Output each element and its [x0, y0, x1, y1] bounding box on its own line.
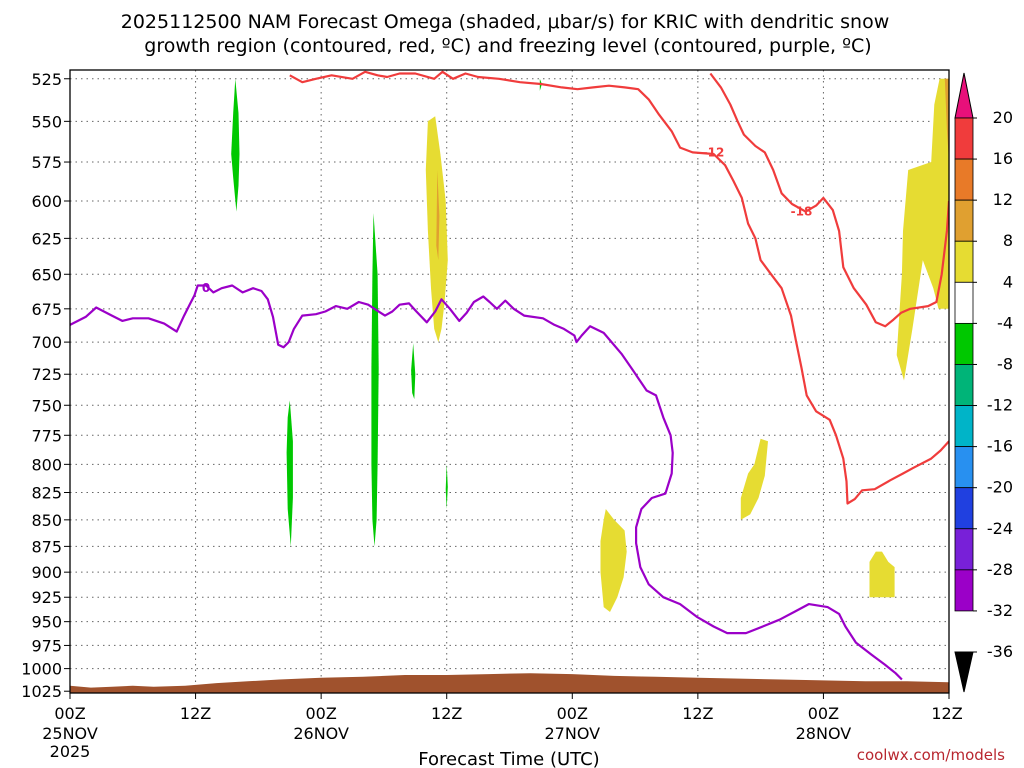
colorbar-arrow-top: [954, 72, 974, 119]
colorbar-label: -12: [987, 396, 1013, 415]
x-tick-label: 00Z: [808, 704, 839, 723]
omega-descent-region: [286, 400, 293, 547]
colorbar-bin: [954, 117, 974, 160]
omega-descent-region: [371, 213, 379, 547]
x-tick-label: 12Z: [180, 704, 211, 723]
y-tick-label: 650: [31, 265, 62, 284]
colorbar-bin: [954, 487, 974, 530]
colorbar-label: -16: [987, 437, 1013, 456]
x-tick-label: 00Z: [557, 704, 588, 723]
y-tick-label: 900: [31, 563, 62, 582]
y-tick-label: 775: [31, 426, 62, 445]
colorbar-bin: [954, 322, 974, 365]
omega-descent-region: [445, 464, 448, 509]
y-tick-label: 675: [31, 300, 62, 319]
colorbar-label: 16: [993, 149, 1013, 168]
freezing-level-contour: [70, 284, 903, 681]
colorbar-bin: [954, 405, 974, 448]
terrain-surface: [70, 673, 949, 693]
colorbar-bin: [954, 528, 974, 571]
x-tick-label: 2025: [50, 742, 91, 761]
snow-growth-contour: [709, 72, 949, 328]
x-tick-label: 26NOV: [293, 724, 349, 743]
colorbar-label: 8: [1003, 231, 1013, 250]
x-tick-label: 12Z: [682, 704, 713, 723]
colorbar-label: -8: [997, 354, 1013, 373]
contour-label: -18: [791, 205, 813, 219]
omega-descent-region: [231, 78, 240, 212]
contour-label: 0: [202, 281, 210, 295]
colorbar-bin: [954, 569, 974, 612]
omega-ascent-region: [944, 78, 949, 162]
omega-ascent-region: [600, 509, 627, 612]
contour-labels: -12 -18 0: [202, 145, 812, 295]
colorbar-label: -28: [987, 560, 1013, 579]
colorbar-label: 20: [993, 108, 1013, 127]
colorbar-bin: [954, 199, 974, 242]
omega-ascent-region: [740, 438, 768, 520]
colorbar-bin: [954, 446, 974, 489]
omega-shading: [231, 78, 949, 612]
colorbar-bin: [954, 158, 974, 201]
y-tick-label: 700: [31, 333, 62, 352]
y-tick-label: 875: [31, 537, 62, 556]
terrain-fill: [70, 673, 949, 693]
y-tick-label: 600: [31, 192, 62, 211]
omega-ascent-region: [869, 551, 895, 598]
y-tick-label: 750: [31, 396, 62, 415]
colorbar-label: -36: [987, 642, 1013, 661]
colorbar-label: -32: [987, 601, 1013, 620]
grid-lines: [69, 70, 950, 693]
x-tick-label: 28NOV: [796, 724, 852, 743]
colorbar-bin: [954, 364, 974, 406]
snow-growth-contour: [289, 70, 949, 505]
x-axis-label: Forecast Time (UTC): [418, 749, 599, 768]
y-tick-label: 1025: [21, 682, 62, 701]
y-tick-label: 850: [31, 511, 62, 530]
y-tick-label: 550: [31, 112, 62, 131]
chart-title-line1: 2025112500 NAM Forecast Omega (shaded, μ…: [121, 11, 890, 33]
colorbar-arrow-bottom: [954, 651, 974, 693]
isotherm-contours: [70, 70, 949, 681]
colorbar-label: 12: [993, 190, 1013, 209]
y-axis: 525 550 575 600 625 650 675 700 725 750 775 800 825 8…: [21, 70, 70, 701]
x-tick-label: 27NOV: [544, 724, 600, 743]
x-tick-label: 12Z: [931, 704, 962, 723]
x-tick-label: 25NOV: [42, 724, 98, 743]
credit-text[interactable]: coolwx.com/models: [857, 746, 1005, 764]
colorbar-bin: [954, 240, 974, 283]
y-tick-label: 625: [31, 229, 62, 248]
y-tick-label: 975: [31, 636, 62, 655]
x-tick-label: 00Z: [54, 704, 85, 723]
x-tick-label: 12Z: [431, 704, 462, 723]
x-tick-label: 00Z: [305, 704, 336, 723]
colorbar-label: -20: [987, 478, 1013, 497]
y-tick-label: 800: [31, 455, 62, 474]
colorbar-label: -24: [987, 519, 1013, 538]
contour-label: -12: [703, 145, 725, 159]
omega-descent-region: [411, 343, 416, 400]
y-tick-label: 575: [31, 153, 62, 172]
colorbar: 20 16 12 8 4 -4 -8 -12 -16 -20 -24 -28 -32 -36: [954, 72, 1013, 693]
y-tick-label: 925: [31, 588, 62, 607]
omega-ascent-region: [436, 170, 440, 261]
y-tick-label: 950: [31, 613, 62, 632]
colorbar-label: -4: [997, 313, 1013, 332]
omega-ascent-region: [896, 78, 949, 381]
y-tick-label: 525: [31, 70, 62, 89]
y-tick-label: 725: [31, 365, 62, 384]
colorbar-bin: [954, 281, 974, 324]
colorbar-label: 4: [1003, 272, 1013, 291]
plot-area: [70, 70, 949, 693]
plot-frame: [69, 69, 950, 694]
y-tick-label: 825: [31, 484, 62, 503]
y-tick-label: 1000: [21, 660, 62, 679]
chart-title-line2: growth region (contoured, red, ºC) and f…: [144, 35, 871, 57]
